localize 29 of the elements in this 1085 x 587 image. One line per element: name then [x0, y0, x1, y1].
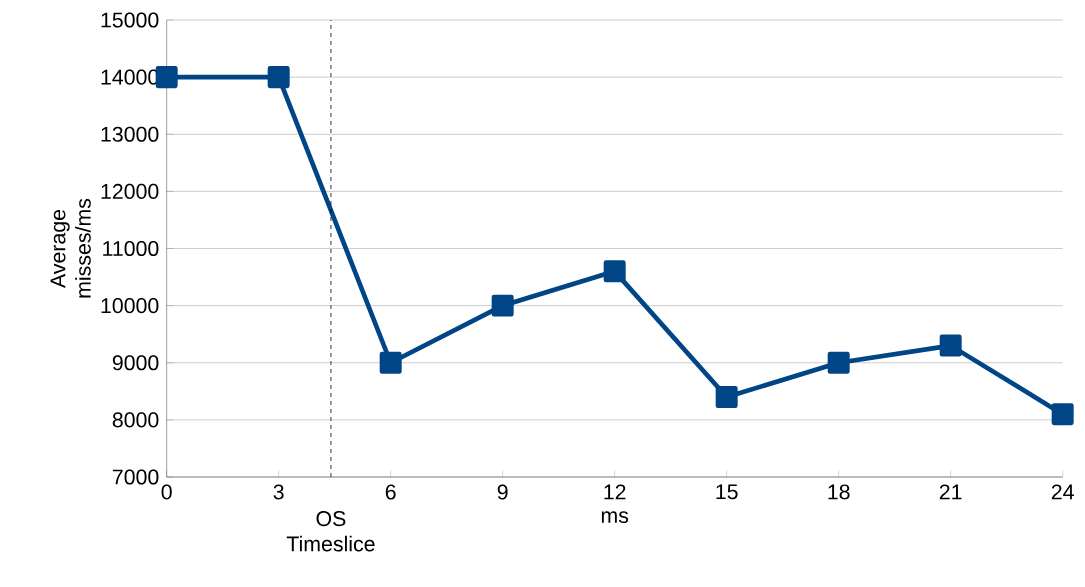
y-tick-label: 13000 — [101, 126, 159, 142]
point — [1051, 403, 1074, 426]
x-tick-label: 24 — [1051, 484, 1074, 500]
point — [939, 334, 962, 357]
x-tick-label: 21 — [939, 484, 962, 500]
y-tick-label: 11000 — [103, 240, 159, 257]
y-axis-title: Average misses/ms — [50, 198, 91, 298]
y-tick-label: 8000 — [112, 412, 159, 428]
ref-line-label: OS Timeslice — [286, 511, 375, 552]
x-tick-label: 18 — [828, 484, 850, 500]
y-tick-label: 10000 — [101, 298, 159, 314]
x-tick-label: 12 — [604, 484, 626, 500]
x-tick-label: 9 — [497, 484, 508, 500]
y-tick-label: 9000 — [112, 355, 159, 371]
x-tick-label: 15 — [716, 484, 738, 500]
point — [827, 351, 850, 374]
point — [379, 351, 402, 374]
x-axis-title: ms — [601, 511, 629, 523]
x-tick-label: 3 — [273, 484, 284, 500]
x-tick-label: 0 — [161, 484, 172, 500]
point — [155, 66, 178, 89]
point — [715, 386, 738, 409]
y-tick-label: 7000 — [112, 469, 159, 485]
point — [267, 66, 290, 89]
x-tick-label: 6 — [385, 484, 396, 500]
point — [491, 294, 514, 317]
y-tick-label: 15000 — [101, 12, 159, 28]
y-tick-label: 12000 — [101, 183, 159, 199]
point — [603, 260, 626, 283]
